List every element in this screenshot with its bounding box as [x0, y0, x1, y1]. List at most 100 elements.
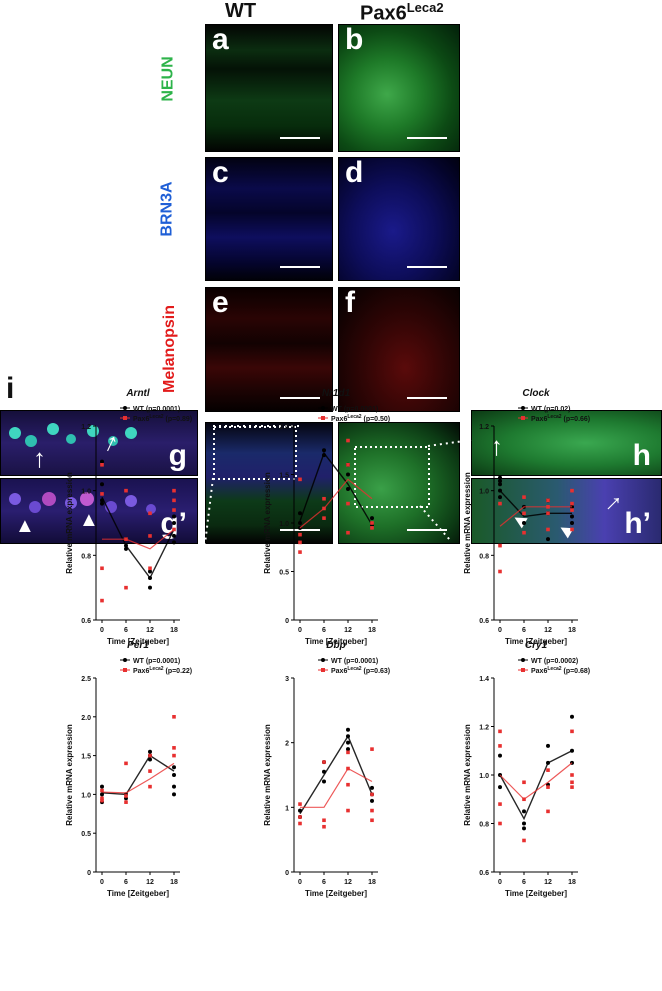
legend-wt-label: WT (p=0.0001) — [331, 658, 378, 665]
legend-pax-label: Pax6Leca2 (p=0.89) — [133, 414, 192, 423]
panel-label-a: a — [212, 24, 229, 56]
legend-wt-label: WT (p=0.0001) — [331, 406, 378, 413]
y-tick-label: 1.0 — [479, 489, 489, 496]
legend-wt-label: WT (p=0.0001) — [133, 406, 180, 413]
x-tick-label: 6 — [522, 879, 526, 886]
data-point — [370, 516, 374, 521]
data-point — [370, 798, 374, 803]
panel-label-d: d — [345, 157, 364, 189]
data-point — [124, 585, 128, 590]
scale-bar — [280, 529, 320, 531]
data-point — [148, 769, 152, 773]
data-point — [498, 569, 502, 574]
data-point — [124, 794, 128, 798]
data-point — [172, 784, 176, 789]
wt-header-text: WT — [225, 0, 257, 22]
data-point — [570, 508, 574, 512]
data-point — [100, 798, 104, 803]
data-point — [322, 448, 326, 453]
data-point — [546, 505, 550, 509]
legend-wt-label: WT (p=0.02) — [531, 406, 570, 413]
data-point — [172, 540, 176, 545]
data-point — [498, 729, 502, 734]
scale-bar — [280, 137, 320, 139]
data-point — [100, 463, 104, 467]
wt-column-header: WT — [225, 0, 256, 23]
y-tick-label: 0.8 — [479, 822, 489, 829]
y-tick-label: 0 — [285, 618, 289, 625]
panel-label-b: b — [345, 24, 364, 56]
chart-title: Nr1d1 — [322, 388, 351, 399]
data-point — [148, 784, 152, 789]
legend-wt-marker — [521, 658, 525, 662]
data-point — [298, 532, 302, 537]
data-point — [100, 796, 104, 801]
data-point — [546, 511, 550, 516]
data-point — [100, 501, 104, 506]
data-point — [370, 818, 374, 823]
y-tick-label: 2.5 — [81, 676, 91, 683]
legend-wt-label: WT (p=0.0001) — [133, 658, 180, 665]
series-line — [299, 734, 373, 815]
data-point — [148, 566, 152, 571]
y-axis-label: Relative mRNA expression — [65, 724, 74, 826]
data-point — [100, 784, 104, 789]
data-point — [124, 543, 128, 548]
data-point — [498, 821, 502, 826]
series-line — [499, 490, 572, 518]
y-tick-label: 1.0 — [81, 792, 91, 799]
data-point — [100, 498, 104, 503]
x-axis-label: Time [Zeitgeber] — [107, 637, 169, 646]
data-point — [172, 792, 176, 797]
x-axis-label: Time [Zeitgeber] — [107, 889, 169, 898]
data-point — [498, 488, 502, 493]
series-line — [499, 750, 573, 821]
data-point — [148, 749, 152, 754]
series-line — [300, 767, 373, 808]
data-point — [546, 527, 550, 532]
data-point — [172, 773, 176, 777]
series-line — [101, 754, 175, 796]
data-point — [298, 802, 302, 806]
x-tick-label: 0 — [498, 627, 502, 634]
x-tick-label: 12 — [344, 879, 352, 886]
data-point — [100, 459, 104, 464]
data-point — [298, 511, 302, 516]
data-point — [570, 488, 574, 493]
panel-label-i: i — [6, 372, 15, 405]
x-tick-label: 6 — [124, 627, 128, 634]
y-tick-label: 0.6 — [479, 618, 489, 625]
x-tick-label: 18 — [170, 879, 178, 886]
data-point — [570, 521, 574, 525]
scale-bar — [407, 266, 447, 268]
data-point — [346, 750, 350, 755]
data-point — [298, 808, 302, 813]
y-tick-label: 0.8 — [479, 553, 489, 560]
pax6-header-text: Pax6 — [360, 2, 407, 25]
data-point — [172, 488, 176, 493]
data-point — [546, 537, 550, 542]
series-line — [101, 496, 175, 580]
data-point — [322, 516, 326, 520]
data-point — [172, 746, 176, 750]
data-point — [570, 514, 574, 519]
data-point — [322, 779, 326, 784]
data-point — [370, 808, 374, 813]
micrograph-panel-d: d — [338, 157, 460, 281]
data-point — [172, 715, 176, 719]
data-point — [370, 792, 374, 797]
chart-title: Clock — [522, 388, 550, 399]
data-point — [148, 569, 152, 574]
chart-title: Per1 — [127, 640, 149, 651]
micrograph-panel-b: b — [338, 24, 460, 152]
pax6-column-header: Pax6Leca2 — [360, 0, 444, 26]
scale-bar — [407, 397, 447, 399]
x-tick-label: 18 — [568, 627, 576, 634]
data-point — [172, 521, 176, 525]
data-point — [570, 527, 574, 532]
micrograph-panel-h: ↑ h — [471, 410, 662, 476]
data-point — [546, 760, 550, 765]
legend-wt-label: WT (p=0.0002) — [531, 658, 578, 665]
data-point — [346, 782, 350, 787]
x-tick-label: 0 — [298, 627, 302, 634]
